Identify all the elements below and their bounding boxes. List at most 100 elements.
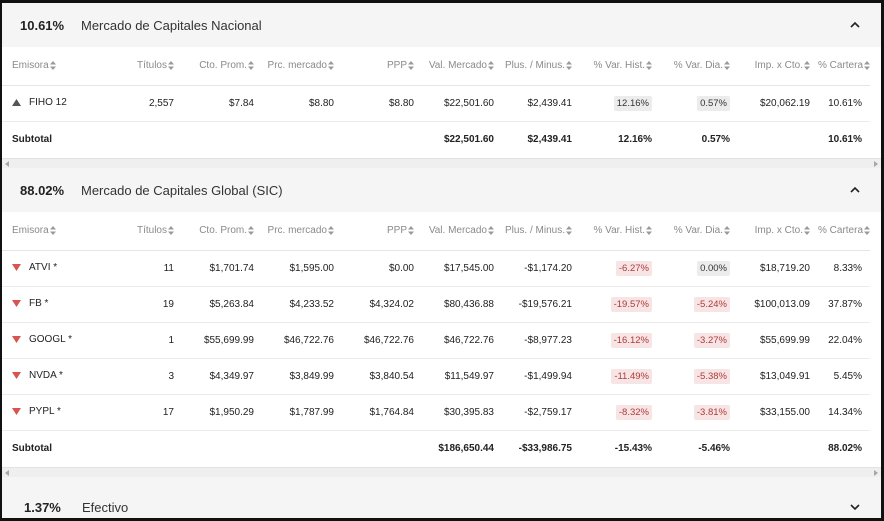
column-header-cartera[interactable]: % Cartera	[818, 212, 871, 251]
trend-down-icon	[12, 408, 29, 415]
column-header-titulos[interactable]: Títulos	[112, 212, 182, 251]
sort-icon[interactable]	[803, 60, 810, 71]
sort-icon[interactable]	[863, 60, 871, 71]
table-row[interactable]: NVDA * 3 $4,349.97 $3,849.99 $3,840.54 $11,54…	[2, 358, 870, 395]
column-header-plus-minus[interactable]: Plus. / Minus.	[502, 47, 580, 86]
sort-icon[interactable]	[565, 225, 572, 236]
column-header-val-mercado[interactable]: Val. Mercado	[422, 47, 502, 86]
column-header-imp-cto[interactable]: Imp. x Cto.	[738, 47, 818, 86]
cell-titulos: 11	[112, 250, 182, 287]
cell-val-mercado: $11,549.97	[422, 358, 502, 395]
column-header-titulos[interactable]: Títulos	[112, 47, 182, 86]
sort-icon[interactable]	[49, 60, 56, 71]
cell-prc-mercado: $1,787.99	[262, 394, 342, 431]
table-row[interactable]: FB * 19 $5,263.84 $4,233.52 $4,324.02 $80,436…	[2, 286, 870, 323]
section-header-global[interactable]: 88.02% Mercado de Capitales Global (SIC)	[2, 168, 881, 212]
chevron-up-icon[interactable]	[847, 182, 863, 198]
column-header-label: Títulos	[136, 225, 167, 237]
sort-icon[interactable]	[167, 225, 174, 236]
cell-cto-prom: $5,263.84	[182, 286, 262, 323]
cell-cartera: 8.33%	[818, 250, 870, 287]
table-row[interactable]: GOOGL * 1 $55,699.99 $46,722.76 $46,722.76 $4…	[2, 322, 870, 359]
column-header-emisora[interactable]: Emisora	[2, 212, 112, 251]
cell-var-hist: 12.16%	[580, 85, 660, 122]
sort-icon[interactable]	[803, 225, 810, 236]
sort-icon[interactable]	[565, 60, 572, 71]
table-row[interactable]: PYPL * 17 $1,950.29 $1,787.99 $1,764.84 $30,3…	[2, 394, 870, 431]
ticker-label[interactable]: FB *	[29, 298, 49, 309]
cell-cartera: 37.87%	[818, 286, 870, 323]
sort-icon[interactable]	[645, 225, 652, 236]
column-header-cartera[interactable]: % Cartera	[818, 47, 871, 86]
column-header-ppp[interactable]: PPP	[342, 212, 422, 251]
ticker-label[interactable]: FIHO 12	[29, 97, 67, 108]
sort-icon[interactable]	[723, 60, 730, 71]
cell-emisora: FB *	[2, 286, 112, 323]
sort-icon[interactable]	[247, 225, 254, 236]
column-header-emisora[interactable]: Emisora	[2, 47, 112, 86]
sort-icon[interactable]	[327, 225, 334, 236]
scroll-left-icon[interactable]	[5, 470, 9, 476]
cell-plus-minus: -$1,499.94	[502, 358, 580, 395]
section-header-nacional[interactable]: 10.61% Mercado de Capitales Nacional	[2, 3, 881, 47]
column-header-ppp[interactable]: PPP	[342, 47, 422, 86]
cell-plus-minus: -$2,759.17	[502, 394, 580, 431]
horizontal-scrollbar[interactable]	[2, 467, 881, 477]
column-header-plus-minus[interactable]: Plus. / Minus.	[502, 212, 580, 251]
column-header-var-hist[interactable]: % Var. Hist.	[580, 212, 660, 251]
chevron-down-icon[interactable]	[847, 499, 863, 515]
column-header-val-mercado[interactable]: Val. Mercado	[422, 212, 502, 251]
variation-badge: -16.12%	[610, 332, 652, 348]
column-header-var-dia[interactable]: % Var. Dia.	[660, 47, 738, 86]
variation-badge: -5.24%	[693, 296, 730, 312]
section-percentage: 88.02%	[20, 182, 65, 198]
sort-icon[interactable]	[49, 225, 56, 236]
column-header-label: Prc. mercado	[267, 225, 327, 237]
subtotal-prc-mercado	[262, 430, 342, 467]
cell-val-mercado: $22,501.60	[422, 85, 502, 122]
ticker-label[interactable]: ATVI *	[29, 262, 58, 273]
section-header-efectivo[interactable]: 1.37% Efectivo	[2, 477, 881, 518]
sort-icon[interactable]	[407, 225, 414, 236]
column-header-imp-cto[interactable]: Imp. x Cto.	[738, 212, 818, 251]
sort-icon[interactable]	[407, 60, 414, 71]
table-row[interactable]: ATVI * 11 $1,701.74 $1,595.00 $0.00 $17,545.0…	[2, 250, 870, 287]
scroll-right-icon[interactable]	[874, 161, 878, 167]
cell-titulos: 1	[112, 322, 182, 359]
column-header-label: PPP	[386, 60, 407, 72]
column-header-label: Val. Mercado	[428, 225, 487, 237]
column-header-label: Imp. x Cto.	[754, 225, 803, 237]
column-header-prc-mercado[interactable]: Prc. mercado	[262, 212, 342, 251]
cell-imp-cto: $33,155.00	[738, 394, 818, 431]
horizontal-scrollbar[interactable]	[2, 158, 881, 168]
column-header-cto-prom[interactable]: Cto. Prom.	[182, 212, 262, 251]
column-header-label: % Var. Hist.	[593, 225, 646, 237]
sort-icon[interactable]	[723, 225, 730, 236]
cell-val-mercado: $46,722.76	[422, 322, 502, 359]
sort-icon[interactable]	[327, 60, 334, 71]
column-header-prc-mercado[interactable]: Prc. mercado	[262, 47, 342, 86]
column-header-var-dia[interactable]: % Var. Dia.	[660, 212, 738, 251]
column-header-label: Emisora	[12, 60, 49, 72]
sort-icon[interactable]	[167, 60, 174, 71]
sort-icon[interactable]	[247, 60, 254, 71]
column-header-label: PPP	[386, 225, 407, 237]
cell-cartera: 22.04%	[818, 322, 870, 359]
column-header-cto-prom[interactable]: Cto. Prom.	[182, 47, 262, 86]
sort-icon[interactable]	[863, 225, 871, 236]
chevron-up-icon[interactable]	[847, 17, 863, 33]
table-row[interactable]: FIHO 12 2,557 $7.84 $8.80 $8.80 $22,501.60 $2,…	[2, 85, 870, 122]
sort-icon[interactable]	[645, 60, 652, 71]
cell-prc-mercado: $4,233.52	[262, 286, 342, 323]
ticker-label[interactable]: NVDA *	[29, 370, 63, 381]
column-header-var-hist[interactable]: % Var. Hist.	[580, 47, 660, 86]
trend-down-icon	[12, 264, 29, 271]
scroll-right-icon[interactable]	[874, 470, 878, 476]
scroll-left-icon[interactable]	[5, 161, 9, 167]
sort-icon[interactable]	[487, 225, 494, 236]
sort-icon[interactable]	[487, 60, 494, 71]
cell-var-dia: -3.81%	[660, 394, 738, 431]
table-header-row: Emisora Títulos Cto. Prom. Prc. mercado PPP V…	[2, 212, 871, 251]
ticker-label[interactable]: PYPL *	[29, 406, 61, 417]
ticker-label[interactable]: GOOGL *	[29, 334, 72, 345]
